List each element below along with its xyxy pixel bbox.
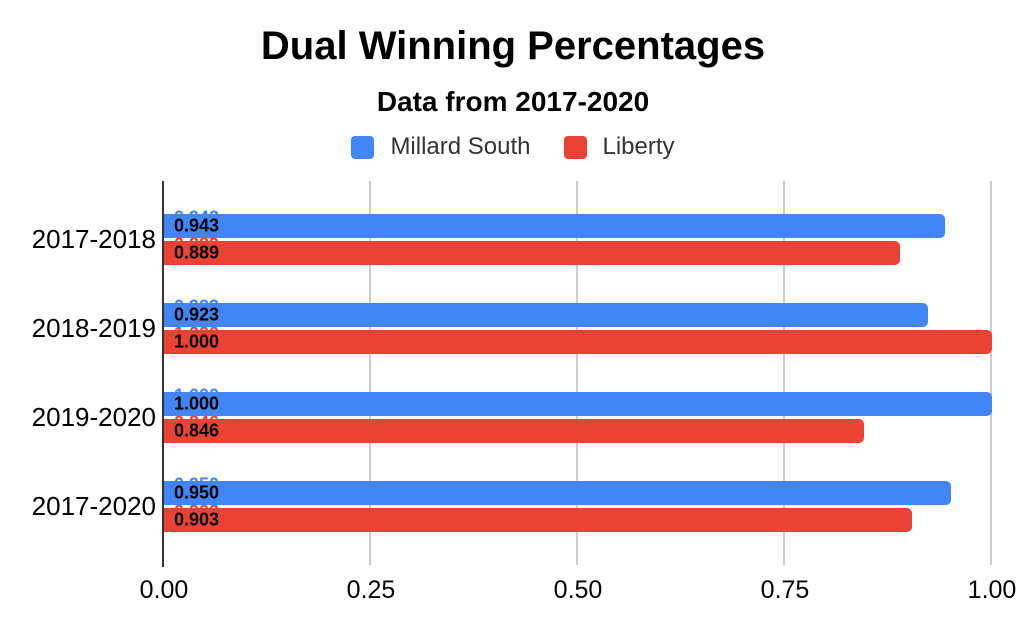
legend-label: Millard South [390, 133, 531, 160]
gridline [576, 181, 578, 565]
legend-item-millard-south: Millard South [351, 133, 531, 161]
bar-liberty: 0.8460.846 [164, 412, 864, 443]
x-tick-label: 0.25 [346, 576, 396, 604]
bar-value-label: 0.903 [174, 509, 220, 529]
bar-liberty: 0.8890.889 [164, 234, 900, 265]
bar-millard-south: 1.0001.000 [164, 385, 992, 416]
category-label: 2018-2019 [31, 313, 156, 343]
bar-liberty: 0.9030.903 [164, 501, 912, 532]
legend-label: Liberty [602, 133, 675, 160]
gridline [369, 181, 371, 565]
legend-swatch-icon [351, 135, 375, 159]
y-axis-line [162, 181, 164, 567]
legend-swatch-icon [563, 135, 587, 159]
bar-fill [164, 480, 951, 505]
chart-subtitle: Data from 2017-2020 [376, 86, 650, 117]
x-tick-label: 0.75 [760, 576, 810, 604]
bar-fill [164, 391, 992, 416]
bar-value-label: 1.000 [174, 393, 220, 413]
category-label: 2017-2020 [31, 491, 156, 521]
gridline [990, 181, 992, 565]
bar-value-label: 1.000 [174, 331, 220, 351]
bar-liberty: 1.0001.000 [164, 323, 992, 354]
x-tick-label: 0.50 [553, 576, 603, 604]
bar-value-label: 0.846 [174, 420, 220, 440]
bar-fill [164, 213, 945, 238]
bar-value-label: 0.889 [174, 242, 220, 262]
bar-millard-south: 0.9230.923 [164, 296, 928, 327]
bar-fill [164, 240, 900, 265]
bar-fill [164, 418, 864, 443]
bar-value-label: 0.923 [174, 304, 220, 324]
legend: Millard South Liberty [0, 133, 1026, 161]
x-tick-label: 0.00 [139, 576, 189, 604]
bar-fill [164, 302, 928, 327]
chart-title: Dual Winning Percentages [260, 24, 766, 68]
bar-value-label: 0.943 [174, 215, 220, 235]
bar-value-label: 0.950 [174, 482, 220, 502]
legend-item-liberty: Liberty [563, 133, 675, 161]
x-tick-label: 1.00 [967, 576, 1017, 604]
gridline [783, 181, 785, 565]
bar-fill [164, 507, 912, 532]
bar-fill [164, 329, 992, 354]
category-label: 2019-2020 [31, 402, 156, 432]
category-label: 2017-2018 [31, 224, 156, 254]
